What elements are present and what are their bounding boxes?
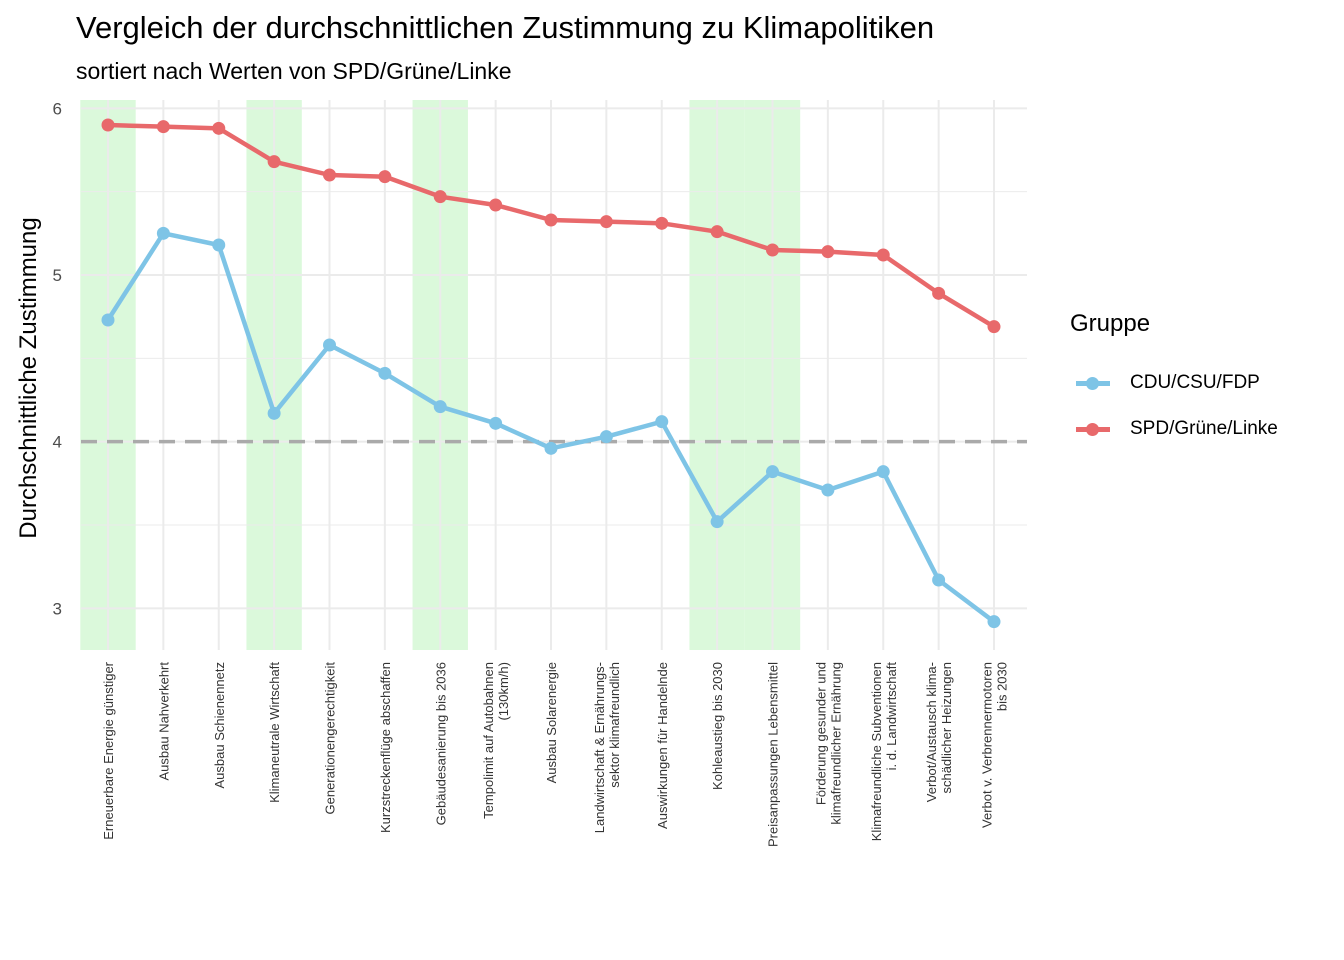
x-tick-label: Ausbau Schienennetz — [212, 662, 227, 788]
legend-label-spd: SPD/Grüne/Linke — [1130, 418, 1278, 439]
x-tick-label-line: Landwirtschaft & Ernährungs- — [592, 662, 607, 833]
y-axis-label: Durchschnittliche Zustimmung — [15, 217, 42, 538]
x-tick-label: Generationengerechtigkeit — [323, 662, 338, 815]
data-point — [710, 225, 724, 239]
x-tick-label-line: Ausbau Schienennetz — [212, 662, 227, 788]
y-tick-label: 4 — [53, 433, 62, 452]
chart-title: Vergleich der durchschnittlichen Zustimm… — [76, 10, 935, 45]
x-tick-label: Ausbau Solarenergie — [544, 662, 559, 783]
data-point — [655, 216, 669, 230]
x-tick-label-line: Verbot v. Verbrennermotoren — [980, 662, 995, 828]
x-tick-label: Erneuerbare Energie günstiger — [101, 661, 116, 839]
x-tick-label-line: i. d. Landwirtschaft — [884, 662, 899, 771]
data-point — [489, 416, 503, 430]
x-tick-label-line: Auswirkungen für Handelnde — [655, 662, 670, 829]
data-point — [267, 155, 281, 169]
data-point — [544, 213, 558, 227]
x-tick-label-line: schädlicher Heizungen — [939, 662, 954, 794]
legend-title: Gruppe — [1070, 310, 1151, 337]
x-tick-label: Kurzstreckenflüge abschaffen — [378, 662, 393, 833]
x-tick-label: Auswirkungen für Handelnde — [655, 662, 670, 829]
data-point — [156, 120, 170, 134]
data-point — [433, 400, 447, 414]
y-tick-labels: 3 4 5 6 — [53, 99, 62, 618]
data-point — [101, 118, 115, 132]
x-tick-label: Klimaneutrale Wirtschaft — [267, 662, 282, 803]
x-tick-label: Förderung gesunder und klimafreundlicher … — [813, 662, 843, 825]
data-point — [599, 430, 613, 444]
legend-label-cdu: CDU/CSU/FDP — [1130, 372, 1260, 393]
x-tick-label-line: Klimaneutrale Wirtschaft — [267, 662, 282, 803]
x-tick-label: Preisanpassungen Lebensmittel — [766, 662, 781, 847]
data-point — [323, 338, 336, 352]
x-tick-label-line: sektor klimafreundlich — [607, 662, 622, 788]
data-point — [433, 190, 447, 204]
x-tick-label-line: Förderung gesunder und — [813, 662, 828, 805]
x-tick-label: Gebäudesanierung bis 2036 — [433, 662, 448, 825]
x-tick-label-line: Verbot/Austausch klima- — [924, 662, 939, 802]
x-tick-label: Klimafreundliche Subventionen i. d. Landw… — [869, 662, 899, 842]
legend-item-cdu: CDU/CSU/FDP — [1070, 360, 1278, 406]
data-point — [821, 483, 835, 497]
x-tick-label-line: Ausbau Nahverkehrt — [156, 662, 171, 781]
x-tick-label-line: Kohleaustieg bis 2030 — [710, 662, 725, 790]
data-point — [378, 170, 392, 184]
x-tick-labels: Erneuerbare Energie günstiger Ausbau Nahv… — [101, 661, 1010, 847]
x-tick-label: Kohleaustieg bis 2030 — [710, 662, 725, 790]
x-tick-label-line: klimafreundlicher Ernährung — [828, 662, 843, 825]
x-tick-label-line: Erneuerbare Energie günstiger — [101, 661, 116, 839]
data-point — [876, 465, 890, 479]
x-tick-label-line: Gebäudesanierung bis 2036 — [433, 662, 448, 825]
series-points — [101, 118, 1001, 629]
data-point — [544, 441, 558, 455]
legend-item-spd: SPD/Grüne/Linke — [1070, 406, 1278, 452]
x-tick-label-line: Kurzstreckenflüge abschaffen — [378, 662, 393, 833]
x-tick-label-line: bis 2030 — [995, 662, 1010, 711]
x-tick-label-line: Generationengerechtigkeit — [323, 662, 338, 815]
x-tick-label-line: Klimafreundliche Subventionen — [869, 662, 884, 841]
x-tick-label-line: Ausbau Solarenergie — [544, 662, 559, 783]
chart-subtitle: sortiert nach Werten von SPD/Grüne/Linke — [76, 58, 512, 84]
legend-key-cdu — [1070, 373, 1116, 393]
x-tick-label-line: (130km/h) — [496, 662, 511, 721]
data-point — [710, 515, 724, 529]
data-point — [599, 215, 613, 229]
x-tick-label: Landwirtschaft & Ernährungs-sektor klima… — [592, 662, 622, 833]
data-point — [766, 465, 779, 479]
y-tick-label: 5 — [53, 266, 62, 285]
data-point — [655, 415, 669, 429]
data-point — [101, 313, 115, 327]
legend: Gruppe CDU/CSU/FDP SPD/Grüne/Linke — [1070, 310, 1278, 452]
grid-lines — [81, 100, 1027, 650]
data-point — [212, 238, 226, 252]
data-point — [876, 248, 890, 262]
data-point — [766, 243, 779, 257]
x-tick-label: Ausbau Nahverkehrt — [156, 662, 171, 781]
data-point — [212, 121, 226, 135]
data-point — [987, 320, 1001, 334]
data-point — [821, 245, 835, 259]
data-point — [323, 168, 336, 182]
x-tick-label-line: Tempolimit auf Autobahnen — [481, 662, 496, 819]
data-point — [378, 366, 392, 380]
data-point — [489, 198, 503, 212]
data-point — [267, 406, 281, 420]
data-point — [987, 615, 1001, 629]
legend-key-spd — [1070, 419, 1116, 439]
y-tick-label: 6 — [53, 99, 62, 118]
data-point — [932, 573, 946, 587]
y-tick-label: 3 — [53, 599, 62, 618]
x-tick-label-line: Preisanpassungen Lebensmittel — [766, 662, 781, 847]
data-point — [932, 286, 946, 300]
x-tick-label: Tempolimit auf Autobahnen (130km/h) — [481, 662, 511, 819]
data-point — [156, 226, 170, 240]
x-tick-label: Verbot/Austausch klima-schädlicher Heizu… — [924, 662, 954, 802]
x-tick-label: Verbot v. Verbrennermotoren bis 2030 — [980, 662, 1010, 828]
